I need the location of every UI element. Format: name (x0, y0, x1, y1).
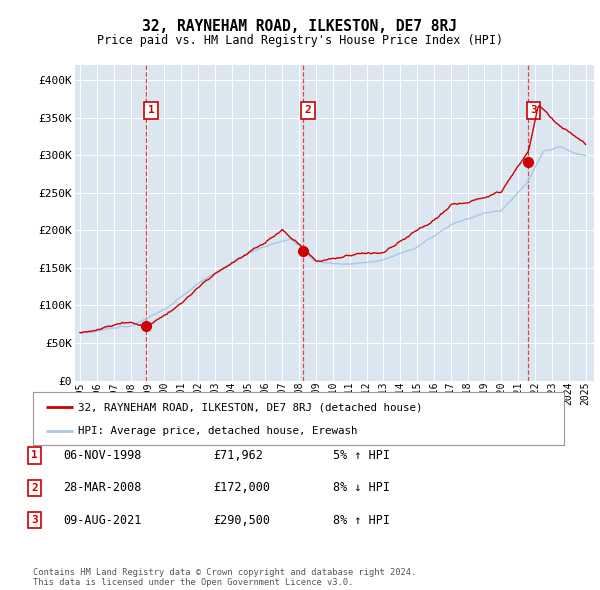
Text: £71,962: £71,962 (213, 449, 263, 462)
Text: 2: 2 (305, 106, 311, 116)
Text: 06-NOV-1998: 06-NOV-1998 (63, 449, 142, 462)
Text: £172,000: £172,000 (213, 481, 270, 494)
Text: 28-MAR-2008: 28-MAR-2008 (63, 481, 142, 494)
Text: 32, RAYNEHAM ROAD, ILKESTON, DE7 8RJ (detached house): 32, RAYNEHAM ROAD, ILKESTON, DE7 8RJ (de… (78, 402, 422, 412)
Text: 5% ↑ HPI: 5% ↑ HPI (333, 449, 390, 462)
Text: 3: 3 (31, 516, 38, 525)
Text: 8% ↓ HPI: 8% ↓ HPI (333, 481, 390, 494)
Text: HPI: Average price, detached house, Erewash: HPI: Average price, detached house, Erew… (78, 425, 358, 435)
Text: 2: 2 (31, 483, 38, 493)
Text: Price paid vs. HM Land Registry's House Price Index (HPI): Price paid vs. HM Land Registry's House … (97, 34, 503, 47)
Text: 3: 3 (530, 106, 537, 116)
Text: 8% ↑ HPI: 8% ↑ HPI (333, 514, 390, 527)
Text: 1: 1 (31, 451, 38, 460)
Text: 1: 1 (148, 106, 154, 116)
Text: Contains HM Land Registry data © Crown copyright and database right 2024.
This d: Contains HM Land Registry data © Crown c… (33, 568, 416, 587)
Text: 32, RAYNEHAM ROAD, ILKESTON, DE7 8RJ: 32, RAYNEHAM ROAD, ILKESTON, DE7 8RJ (143, 19, 458, 34)
Text: £290,500: £290,500 (213, 514, 270, 527)
Text: 09-AUG-2021: 09-AUG-2021 (63, 514, 142, 527)
